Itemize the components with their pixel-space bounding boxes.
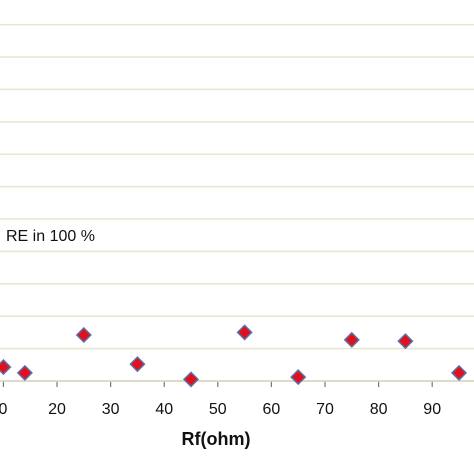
marker <box>75 326 92 344</box>
x-tick-label: 40 <box>155 401 173 418</box>
x-tick-label: 90 <box>423 401 441 418</box>
x-axis-label: Rf(ohm) <box>182 429 251 449</box>
x-tick-label: 50 <box>209 401 227 418</box>
x-tick-label: 0 <box>0 401 8 418</box>
marker <box>182 371 200 388</box>
x-tick-label: 70 <box>316 401 334 418</box>
marker <box>397 333 414 350</box>
marker <box>236 324 253 341</box>
x-tick-label: 20 <box>48 401 66 418</box>
marker <box>290 369 307 386</box>
x-tick-label: 60 <box>263 401 281 418</box>
marker <box>129 356 146 373</box>
annotation: RE in 100 % <box>6 228 95 245</box>
marker <box>343 331 360 348</box>
marker <box>450 364 468 381</box>
marker <box>0 359 12 376</box>
x-tick-label: 80 <box>370 401 388 418</box>
x-tick-label: 30 <box>102 401 120 418</box>
marker <box>16 364 33 381</box>
